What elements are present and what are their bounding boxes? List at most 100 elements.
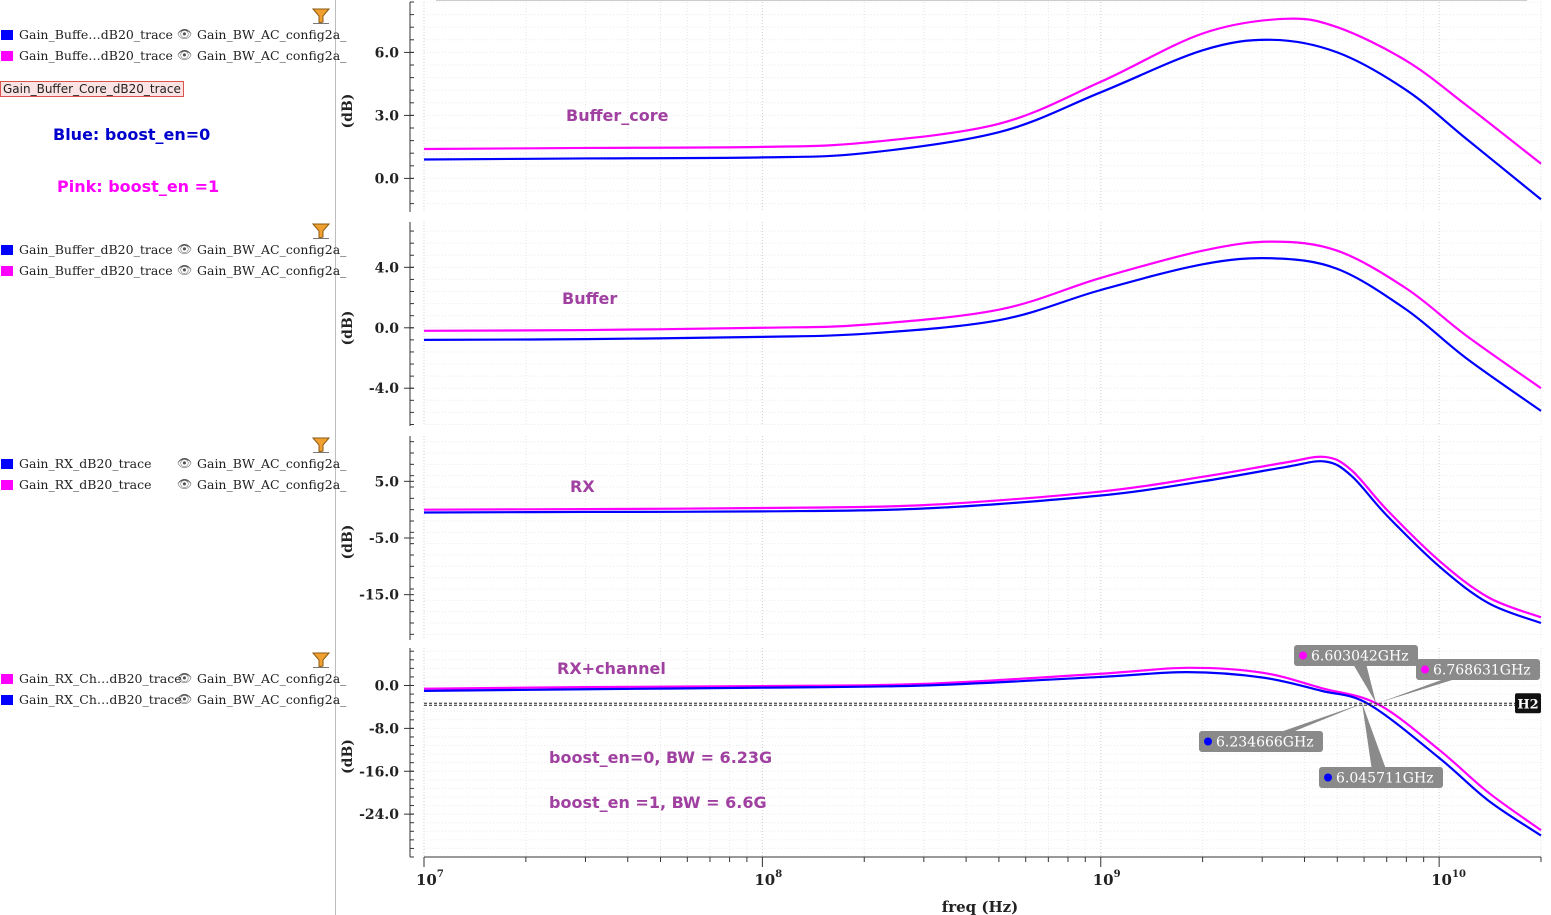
eye-icon[interactable]: 👁: [177, 242, 193, 256]
trace-name[interactable]: Gain_Buffe…dB20_trace: [19, 48, 173, 63]
chart-panel: -4.0 0.0 4.0 (dB) Buffer: [340, 222, 1542, 426]
series-line: [423, 455, 1542, 619]
h-marker-label: H2: [1517, 697, 1538, 712]
legend-row[interactable]: Gain_Buffer_dB20_trace 👁 Gain_BW_AC_conf…: [0, 263, 346, 279]
note-pink: Pink: boost_en =1: [57, 177, 220, 196]
trace-color-swatch: [1, 30, 13, 40]
legend-row[interactable]: Gain_RX_Ch…dB20_trace 👁 Gain_BW_AC_confi…: [0, 692, 346, 708]
trace-name[interactable]: Gain_RX_dB20_trace: [19, 456, 152, 471]
eye-icon[interactable]: 👁: [177, 27, 193, 41]
x-axis-label: freq (Hz): [942, 898, 1019, 915]
eye-icon[interactable]: 👁: [177, 456, 193, 470]
legend-row[interactable]: Gain_Buffer_dB20_trace 👁 Gain_BW_AC_conf…: [0, 242, 346, 258]
legend-row[interactable]: Gain_Buffe…dB20_trace 👁 Gain_BW_AC_confi…: [0, 48, 346, 64]
marker-label: 6.603042GHz: [1311, 649, 1409, 665]
x-tick-exponent: 8: [775, 869, 782, 880]
panel-annotation: RX: [570, 477, 595, 496]
marker-box: [1319, 767, 1443, 788]
wave-name: Gain_BW_AC_config2a_: [197, 242, 347, 257]
x-tick-label: 107: [416, 869, 444, 889]
wave-name: Gain_BW_AC_config2a_: [197, 263, 347, 278]
y-tick-label: -8.0: [369, 721, 399, 737]
trace-color-swatch: [1, 51, 13, 61]
marker-dot: [1299, 651, 1307, 660]
y-tick-label: -4.0: [369, 381, 399, 397]
x-tick-label: 108: [754, 869, 782, 889]
y-tick-label: 0.0: [375, 321, 400, 337]
trace-color-swatch: [1, 459, 13, 469]
series-line: [423, 17, 1542, 165]
trace-name[interactable]: Gain_Buffe…dB20_trace: [19, 27, 173, 42]
marker-pointer: [1348, 655, 1376, 703]
selected-trace-label[interactable]: Gain_Buffer_Core_dB20_trace: [0, 81, 184, 97]
wave-name: Gain_BW_AC_config2a_: [197, 477, 347, 492]
x-tick-exponent: 9: [1114, 869, 1121, 880]
chart-panel: -24.0 -16.0 -8.0 0.0 (dB) RX+channel boost_en=…: [340, 645, 1542, 858]
series-line: [423, 38, 1542, 201]
eye-icon[interactable]: 👁: [177, 48, 193, 62]
legend-row[interactable]: Gain_RX_dB20_trace 👁 Gain_BW_AC_config2a…: [0, 456, 346, 472]
x-tick-label: 109: [1093, 869, 1121, 889]
filter-icon[interactable]: [312, 8, 330, 24]
y-tick-label: 3.0: [375, 108, 400, 124]
trace-color-swatch: [1, 266, 13, 276]
marker-label: 6.045711GHz: [1336, 771, 1434, 787]
trace-name[interactable]: Gain_RX_dB20_trace: [19, 477, 152, 492]
marker-dot: [1421, 665, 1429, 674]
filter-icon[interactable]: [312, 652, 330, 668]
filter-icon[interactable]: [312, 437, 330, 453]
legend-row[interactable]: Gain_RX_dB20_trace 👁 Gain_BW_AC_config2a…: [0, 477, 346, 493]
chart-panel: 0.0 3.0 6.0 (dB) Buffer_core: [340, 1, 1542, 212]
marker-box: [1199, 731, 1323, 752]
trace-color-swatch: [1, 674, 13, 684]
trace-name[interactable]: Gain_Buffer_dB20_trace: [19, 242, 173, 257]
marker-dot: [1204, 737, 1212, 746]
trace-name[interactable]: Gain_Buffer_dB20_trace: [19, 263, 173, 278]
note-blue: Blue: boost_en=0: [53, 125, 211, 144]
trace-name[interactable]: Gain_RX_Ch…dB20_trace: [19, 692, 182, 707]
bandwidth-annotation: boost_en =1, BW = 6.6G: [549, 793, 767, 812]
eye-icon[interactable]: 👁: [177, 692, 193, 706]
marker-label: 6.768631GHz: [1433, 663, 1531, 679]
y-tick-label: -5.0: [369, 531, 399, 547]
legend-row[interactable]: Gain_RX_Ch…dB20_trace 👁 Gain_BW_AC_confi…: [0, 671, 346, 687]
wave-name: Gain_BW_AC_config2a_: [197, 27, 347, 42]
wave-name: Gain_BW_AC_config2a_: [197, 48, 347, 63]
marker-dot: [1324, 773, 1332, 782]
y-tick-label: 0.0: [375, 679, 400, 695]
y-tick-label: 4.0: [375, 260, 400, 276]
eye-icon[interactable]: 👁: [177, 263, 193, 277]
trace-name[interactable]: Gain_RX_Ch…dB20_trace: [19, 671, 182, 686]
legend-panel: Gain_Buffe…dB20_trace 👁 Gain_BW_AC_confi…: [0, 0, 346, 915]
y-tick-label: 6.0: [375, 45, 400, 61]
panel-annotation: Buffer: [562, 289, 617, 308]
eye-icon[interactable]: 👁: [177, 477, 193, 491]
y-axis-label: (dB): [340, 525, 356, 560]
x-tick-label: 1010: [1431, 869, 1466, 889]
marker-box: [1294, 645, 1418, 666]
wave-name: Gain_BW_AC_config2a_: [197, 671, 347, 686]
y-axis-label: (dB): [340, 94, 356, 129]
x-tick-exponent: 10: [1452, 869, 1466, 880]
legend-row[interactable]: Gain_Buffe…dB20_trace 👁 Gain_BW_AC_confi…: [0, 27, 346, 43]
series-line: [423, 671, 1542, 837]
bandwidth-annotation: boost_en=0, BW = 6.23G: [549, 748, 772, 767]
y-tick-label: -15.0: [359, 588, 399, 604]
marker-pointer: [1362, 703, 1389, 778]
series-line: [423, 460, 1542, 625]
y-axis-label: (dB): [340, 311, 356, 346]
y-tick-label: 5.0: [375, 474, 400, 490]
eye-icon[interactable]: 👁: [177, 671, 193, 685]
y-tick-label: -16.0: [359, 764, 399, 780]
wave-name: Gain_BW_AC_config2a_: [197, 692, 347, 707]
panel-annotation: RX+channel: [557, 659, 666, 678]
series-line: [423, 240, 1542, 390]
filter-icon[interactable]: [312, 223, 330, 239]
x-tick-exponent: 7: [437, 869, 444, 880]
panel-annotation: Buffer_core: [566, 106, 669, 125]
y-tick-label: 0.0: [375, 171, 400, 187]
h-marker-badge: [1515, 693, 1541, 714]
y-axis-label: (dB): [340, 739, 356, 774]
